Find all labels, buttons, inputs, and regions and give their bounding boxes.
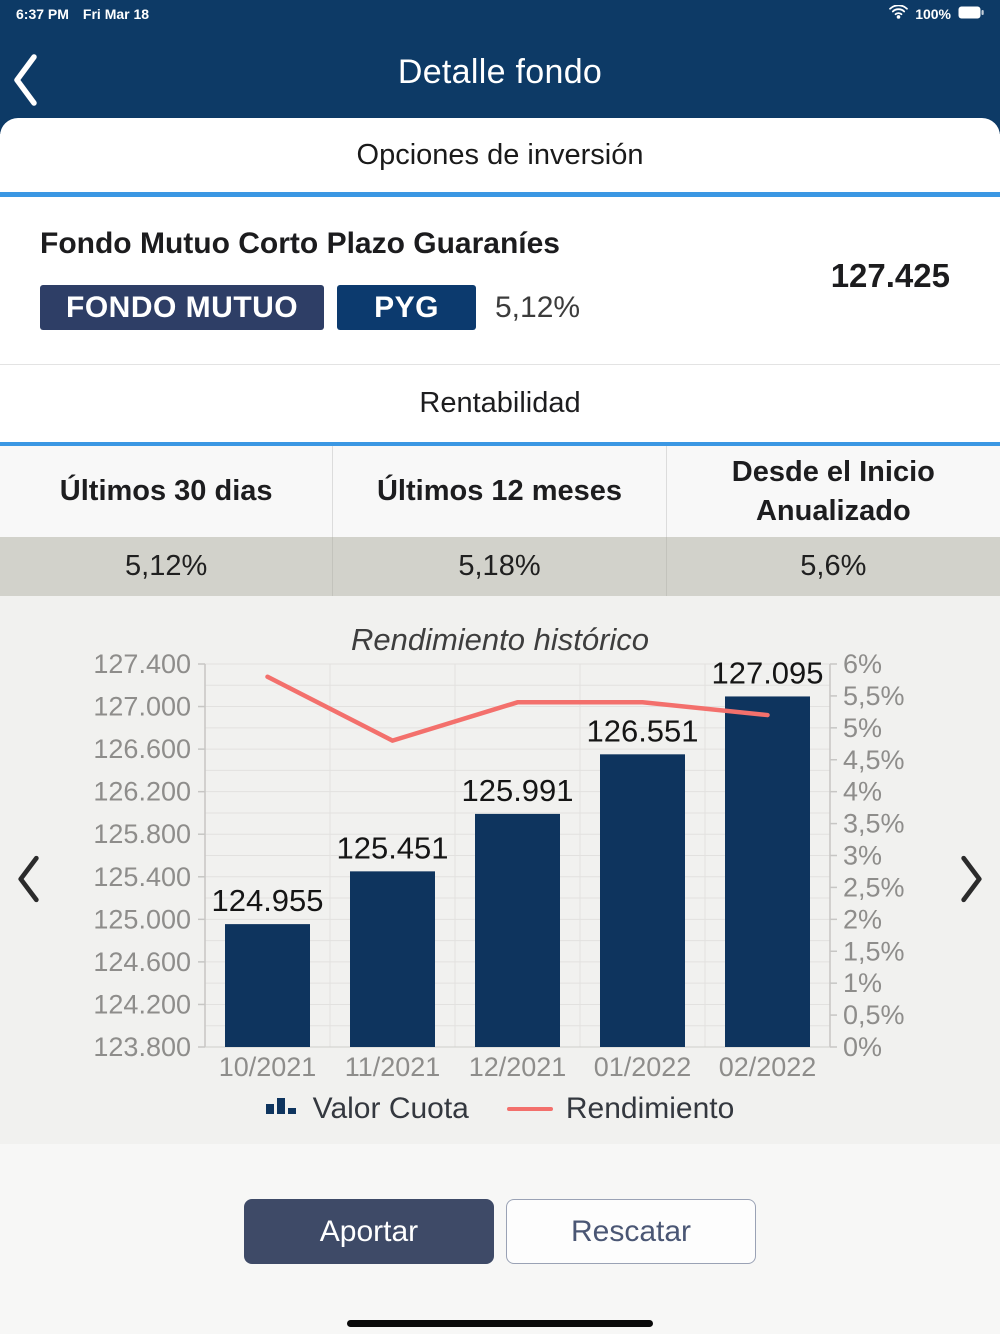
svg-text:126.200: 126.200: [93, 777, 191, 807]
svg-text:125.400: 125.400: [93, 862, 191, 892]
chevron-right-icon: [955, 854, 989, 907]
returns-value-30-dias: 5,12%: [0, 537, 334, 596]
fund-type-badge: FONDO MUTUO: [40, 285, 325, 330]
rendimiento-chart: 127.400 127.000 126.600 126.200 125.800 125.4…: [93, 649, 905, 1082]
svg-text:1,5%: 1,5%: [843, 936, 905, 966]
svg-text:125.451: 125.451: [336, 830, 448, 865]
returns-col-30-dias: Últimos 30 dias: [0, 446, 334, 537]
svg-text:125.991: 125.991: [461, 773, 573, 808]
svg-text:124.955: 124.955: [211, 883, 323, 918]
battery-icon: [958, 6, 984, 22]
tab-opciones-inversion[interactable]: Opciones de inversión: [356, 138, 644, 171]
svg-text:0%: 0%: [843, 1032, 882, 1062]
svg-text:123.800: 123.800: [93, 1032, 191, 1062]
currency-badge: PYG: [337, 285, 476, 330]
rescatar-button[interactable]: Rescatar: [506, 1199, 756, 1264]
chart-title: Rendimiento histórico: [350, 622, 650, 657]
returns-col-inicio: Desde el Inicio Anualizado: [666, 446, 1000, 537]
svg-text:126.600: 126.600: [93, 734, 191, 764]
page-title: Detalle fondo: [397, 53, 603, 91]
chevron-left-icon: [10, 52, 40, 111]
tab-bar: Opciones de inversión: [0, 118, 1000, 197]
wifi-icon: [889, 4, 909, 22]
legend-rendimiento: Rendimiento: [565, 1092, 735, 1125]
carousel-next-button[interactable]: [950, 854, 994, 906]
chart-legend: Valor Cuota Rendimiento: [0, 1092, 1000, 1126]
svg-text:02/2022: 02/2022: [719, 1052, 817, 1082]
svg-text:127.400: 127.400: [93, 649, 191, 679]
returns-value-inicio: 5,6%: [666, 537, 1000, 596]
fund-unit-value: 127.425: [830, 257, 950, 294]
svg-text:6%: 6%: [843, 649, 882, 679]
svg-text:126.551: 126.551: [586, 713, 698, 748]
returns-value-12-meses: 5,18%: [333, 537, 667, 596]
status-time: 6:37 PM: [16, 5, 69, 22]
svg-text:125.800: 125.800: [93, 819, 191, 849]
returns-table: Últimos 30 dias Últimos 12 meses Desde e…: [0, 442, 1000, 596]
svg-text:127.000: 127.000: [93, 692, 191, 722]
svg-text:10/2021: 10/2021: [219, 1052, 317, 1082]
svg-text:3%: 3%: [843, 841, 882, 871]
status-bar: 6:37 PM Fri Mar 18 100%: [0, 0, 1000, 27]
svg-text:127.095: 127.095: [711, 655, 823, 690]
fund-summary: Fondo Mutuo Corto Plazo Guaraníes FONDO …: [0, 197, 1000, 365]
home-indicator[interactable]: [347, 1320, 653, 1327]
chart-section: Rendimiento histórico 127.400 127.000 126.…: [0, 596, 1000, 1144]
aportar-button[interactable]: Aportar: [244, 1199, 494, 1264]
legend-valor-cuota: Valor Cuota: [312, 1092, 469, 1125]
returns-col-12-meses: Últimos 12 meses: [333, 446, 667, 537]
rentabilidad-title: Rentabilidad: [419, 387, 581, 419]
svg-text:5%: 5%: [843, 713, 882, 743]
svg-text:01/2022: 01/2022: [594, 1052, 692, 1082]
svg-text:124.200: 124.200: [93, 989, 191, 1019]
action-buttons: Aportar Rescatar: [0, 1199, 1000, 1264]
svg-text:11/2021: 11/2021: [345, 1052, 441, 1082]
svg-text:3,5%: 3,5%: [843, 809, 905, 839]
svg-text:2%: 2%: [843, 904, 882, 934]
svg-text:4%: 4%: [843, 777, 882, 807]
chevron-left-icon: [11, 854, 45, 907]
svg-text:1%: 1%: [843, 968, 882, 998]
carousel-prev-button[interactable]: [6, 854, 50, 906]
battery-percent: 100%: [915, 5, 951, 22]
svg-text:125.000: 125.000: [93, 904, 191, 934]
svg-text:124.600: 124.600: [93, 947, 191, 977]
svg-text:5,5%: 5,5%: [843, 681, 905, 711]
rentabilidad-header: Rentabilidad: [0, 365, 1000, 442]
fund-rate: 5,12%: [495, 290, 581, 324]
svg-text:4,5%: 4,5%: [843, 745, 905, 775]
svg-text:12/2021: 12/2021: [469, 1052, 567, 1082]
status-date: Fri Mar 18: [82, 5, 150, 22]
back-button[interactable]: [10, 51, 50, 111]
fund-name: Fondo Mutuo Corto Plazo Guaraníes: [40, 227, 560, 260]
svg-text:2,5%: 2,5%: [843, 872, 905, 902]
nav-header: Detalle fondo: [0, 27, 1000, 134]
line-series-icon: [506, 1107, 553, 1111]
svg-text:0,5%: 0,5%: [843, 1000, 905, 1030]
bar-series-icon: [265, 1095, 300, 1124]
